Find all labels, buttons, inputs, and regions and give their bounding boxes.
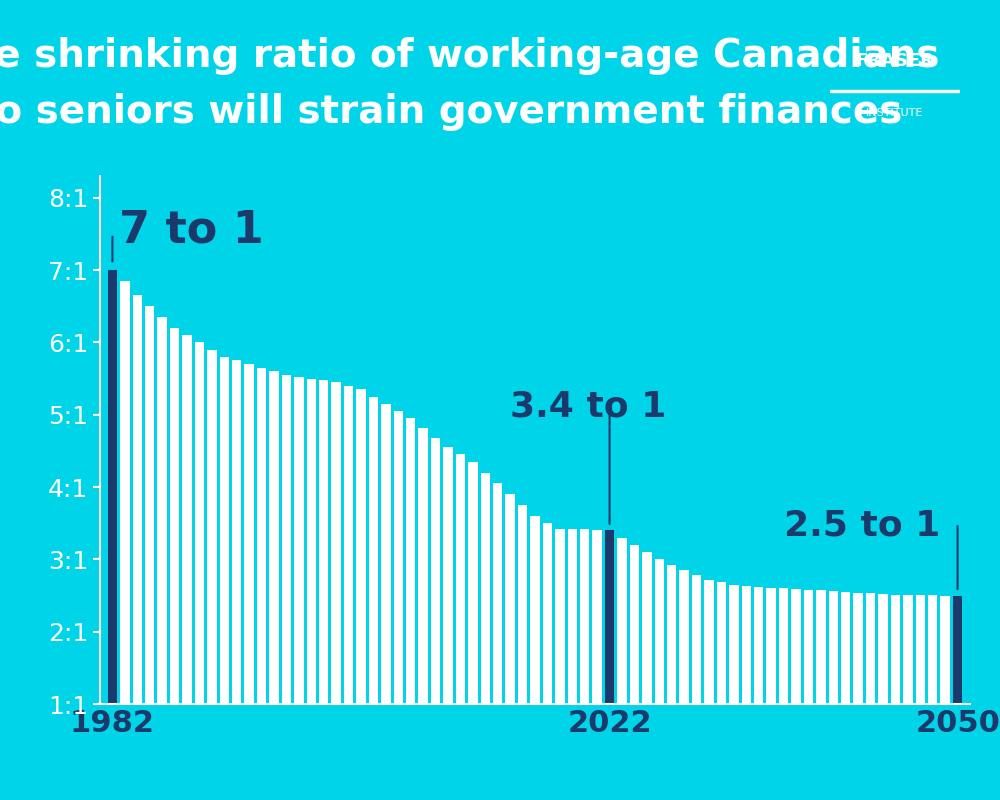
Bar — [605, 530, 614, 704]
Text: The shrinking ratio of working-age Canadians: The shrinking ratio of working-age Canad… — [0, 37, 940, 75]
Bar — [692, 575, 701, 704]
Bar — [120, 281, 130, 704]
Bar — [369, 397, 378, 704]
Bar — [754, 587, 763, 704]
Bar — [394, 411, 403, 704]
Bar — [319, 380, 328, 704]
Bar — [866, 594, 875, 704]
Bar — [133, 295, 142, 704]
Text: 3.4 to 1: 3.4 to 1 — [510, 390, 667, 423]
Bar — [344, 386, 353, 704]
Text: FRASER: FRASER — [856, 52, 934, 70]
Bar — [830, 90, 960, 92]
Bar — [294, 377, 304, 704]
Text: 2.5 to 1: 2.5 to 1 — [784, 509, 940, 542]
Bar — [418, 428, 428, 704]
Bar — [443, 447, 453, 704]
Bar — [381, 404, 391, 704]
Bar — [356, 390, 366, 704]
Bar — [518, 505, 527, 704]
Bar — [282, 375, 291, 704]
Bar — [182, 335, 192, 704]
Bar — [704, 579, 714, 704]
Bar — [145, 306, 154, 704]
Bar — [244, 364, 254, 704]
Bar — [170, 328, 179, 704]
Bar — [853, 593, 863, 704]
Bar — [108, 270, 117, 704]
Text: INSTITUTE: INSTITUTE — [866, 108, 924, 118]
Text: to seniors will strain government finances: to seniors will strain government financ… — [0, 93, 903, 131]
Bar — [220, 357, 229, 704]
Bar — [729, 585, 739, 704]
Bar — [456, 454, 465, 704]
Bar — [195, 342, 204, 704]
Bar — [157, 317, 167, 704]
Bar — [916, 594, 925, 704]
Bar — [468, 462, 478, 704]
Bar — [406, 418, 415, 704]
Bar — [903, 594, 913, 704]
Bar — [493, 483, 502, 704]
Bar — [207, 350, 217, 704]
Bar — [667, 565, 676, 704]
Bar — [742, 586, 751, 704]
Bar — [257, 368, 266, 704]
Bar — [779, 588, 788, 704]
Bar — [269, 371, 279, 704]
Bar — [543, 523, 552, 704]
Bar — [655, 559, 664, 704]
Bar — [331, 382, 341, 704]
Bar — [307, 378, 316, 704]
Bar — [791, 589, 801, 704]
Bar — [481, 473, 490, 704]
Bar — [717, 582, 726, 704]
Bar — [816, 590, 826, 704]
Bar — [555, 529, 565, 704]
Bar — [841, 592, 850, 704]
Bar — [940, 595, 950, 704]
Bar — [530, 516, 540, 704]
Bar — [505, 494, 515, 704]
Bar — [891, 594, 900, 704]
Bar — [953, 595, 962, 704]
Bar — [642, 552, 652, 704]
Bar — [766, 587, 776, 704]
Bar — [928, 594, 937, 704]
Bar — [617, 538, 627, 704]
Text: 7 to 1: 7 to 1 — [119, 209, 263, 251]
Bar — [580, 529, 589, 704]
Bar — [878, 594, 888, 704]
Bar — [232, 361, 241, 704]
Bar — [829, 591, 838, 704]
Bar — [679, 570, 689, 704]
Bar — [630, 545, 639, 704]
Bar — [431, 438, 440, 704]
Bar — [592, 530, 602, 704]
Bar — [804, 590, 813, 704]
Bar — [568, 529, 577, 704]
